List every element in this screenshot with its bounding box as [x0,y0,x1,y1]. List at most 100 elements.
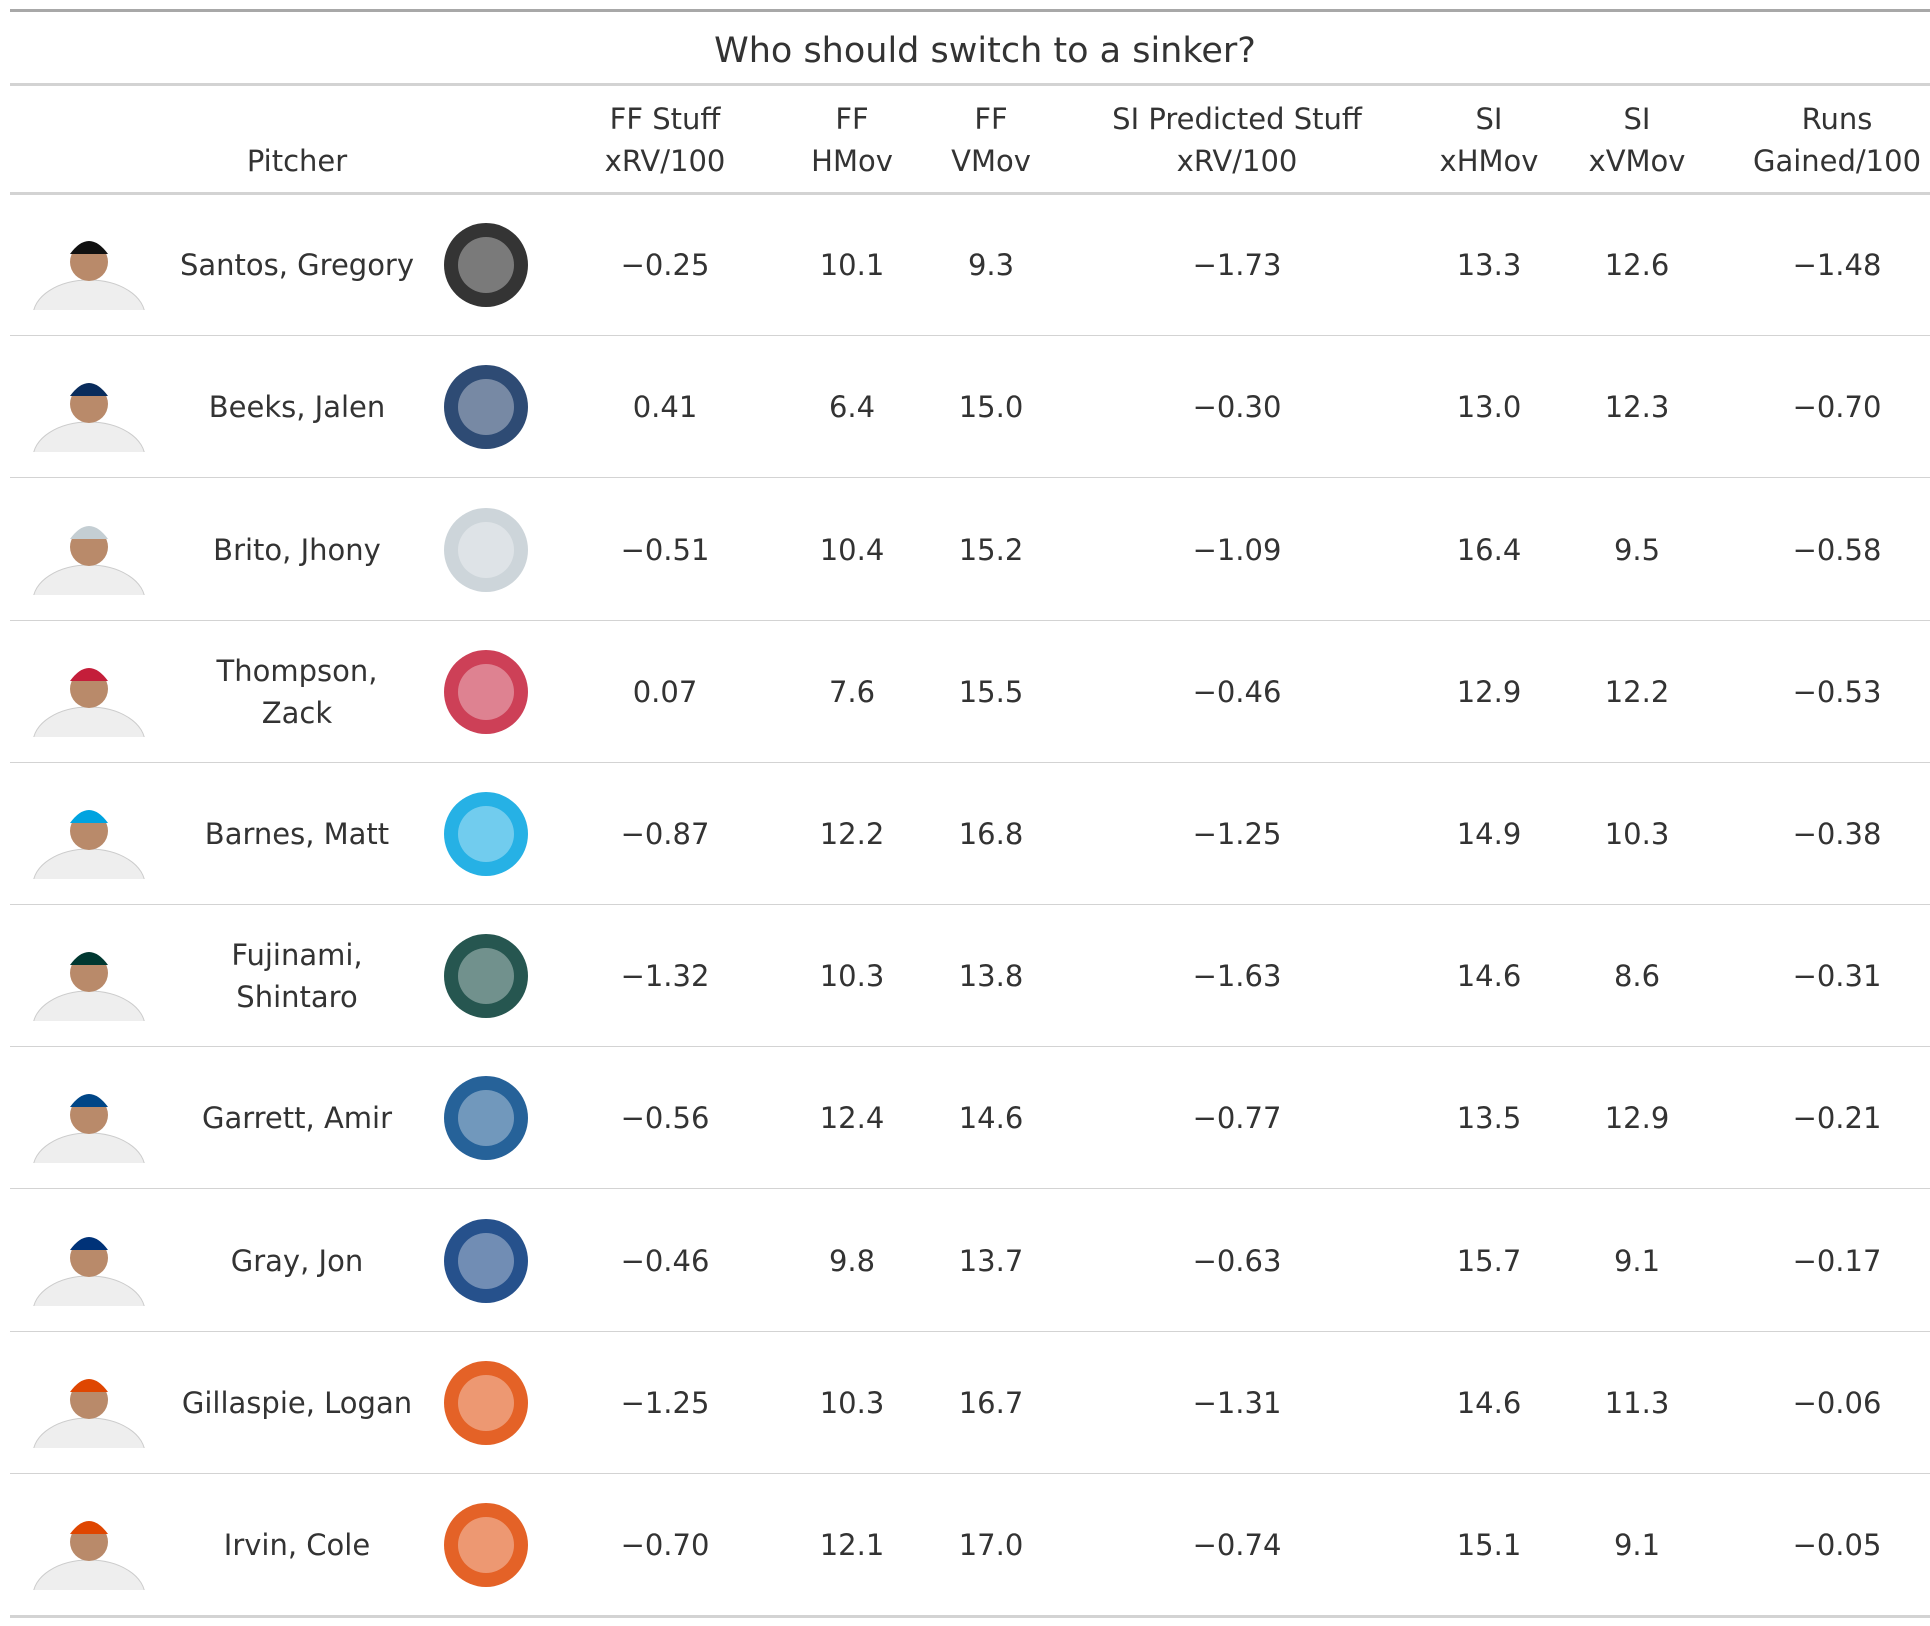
row-rule [10,477,1930,479]
stat-cell: −0.46 [1192,674,1282,709]
pitcher-name: Barnes, Matt [204,816,390,851]
team-logo-art [444,1076,528,1161]
headshot-art [33,1094,145,1164]
headshot-art [33,952,145,1022]
stat-cell: −1.31 [1192,1385,1282,1420]
stat-cell: −0.25 [620,248,710,283]
stat-cell: 12.3 [1604,390,1670,425]
stat-cell: 15.7 [1456,1243,1522,1278]
team-logo [440,361,532,453]
stat-cell: −0.51 [620,532,710,567]
stat-cell: −0.46 [620,1243,710,1278]
stat-cell: 14.9 [1456,816,1522,851]
column-header: FF Stuff [609,102,721,136]
stat-cell: 9.1 [1613,1243,1661,1278]
headshot-art [33,1236,145,1306]
stat-cell: −0.77 [1192,1101,1282,1136]
pitcher-name: Garrett, Amir [201,1101,393,1136]
team-logo [440,504,532,596]
stat-cell: 6.4 [828,390,876,425]
stat-cell: −0.70 [1792,390,1882,425]
headshot-art [33,383,145,453]
stat-cell: 9.1 [1613,1527,1661,1562]
stat-cell: 13.3 [1456,248,1522,283]
stat-cell: 15.2 [958,532,1024,567]
team-logo-art [444,934,528,1019]
column-header: xHMov [1439,144,1539,178]
headshot [32,647,146,737]
stat-cell: 9.3 [967,248,1015,283]
column-header: FF [974,102,1008,136]
stat-cell: 12.2 [1604,674,1670,709]
row-rule [10,761,1930,763]
team-logo [440,1215,532,1307]
row-rule [10,619,1930,621]
stat-cell: −1.25 [620,1385,710,1420]
column-header: Runs [1801,102,1873,136]
stat-cell: −1.09 [1192,532,1282,567]
stat-cell: −0.17 [1792,1243,1882,1278]
pitcher-name: Santos, Gregory [179,248,415,283]
column-header: VMov [951,144,1031,178]
pitcher-name: Irvin, Cole [223,1527,371,1562]
headshot-art [33,667,145,737]
stat-cell: 7.6 [828,674,876,709]
headshot-art [33,1520,145,1590]
row-rule [10,904,1930,905]
stat-cell: 0.41 [632,390,698,425]
stat-cell: 15.0 [958,390,1024,425]
headshot [32,1358,146,1448]
title-rule [10,83,1930,86]
team-logo [440,788,532,880]
column-header: xRV/100 [604,144,726,178]
row-rule [10,1330,1930,1332]
stat-cell: 9.5 [1613,532,1661,567]
stat-cell: 12.1 [819,1527,885,1562]
team-logo [440,646,532,738]
stat-cell: 15.1 [1456,1527,1522,1562]
pitcher-name: Beeks, Jalen [208,390,386,425]
stat-cell: −1.73 [1192,248,1282,283]
headshot [32,220,146,311]
stat-cell: 10.3 [819,959,885,994]
column-header: SI [1623,102,1651,136]
headshot-art [33,525,145,595]
team-logo [440,219,532,311]
column-header: Gained/100 [1752,144,1922,178]
team-logo-art [444,1502,528,1587]
stat-cell: 11.3 [1604,1385,1670,1420]
stat-cell: 14.6 [1456,1385,1522,1420]
headshot [32,931,146,1022]
row-rule [10,1188,1930,1190]
stat-cell: 13.0 [1456,390,1522,425]
team-logo-art [444,649,528,734]
stat-cell: 12.2 [819,816,885,851]
row-rule [10,1472,1930,1474]
top-rule [10,9,1930,12]
team-logo-art [444,1218,528,1303]
team-logo-art [444,507,528,592]
headshot [32,1073,146,1164]
stat-cell: −0.05 [1792,1527,1882,1562]
column-header: xRV/100 [1176,144,1298,178]
column-header: HMov [811,144,893,178]
stat-cell: −0.53 [1792,674,1882,709]
stat-cell: 13.5 [1456,1101,1522,1136]
stat-cell: −1.63 [1192,959,1282,994]
team-logo-art [444,1360,528,1445]
stat-cell: 16.4 [1456,532,1522,567]
stat-cell: −0.31 [1792,959,1882,994]
stat-cell: −0.58 [1792,532,1882,567]
stat-cell: 9.8 [828,1243,876,1278]
headshot [32,1216,146,1306]
stat-cell: 12.9 [1604,1101,1670,1136]
stat-cell: −0.87 [620,816,710,851]
stat-cell: −0.56 [620,1101,710,1136]
stat-cell: −1.48 [1792,248,1882,283]
headshot [32,505,146,595]
headshot-art [33,1378,145,1448]
team-logo-art [444,791,528,876]
stat-cell: 16.7 [958,1385,1024,1420]
table-title: Who should switch to a sinker? [714,31,1256,71]
